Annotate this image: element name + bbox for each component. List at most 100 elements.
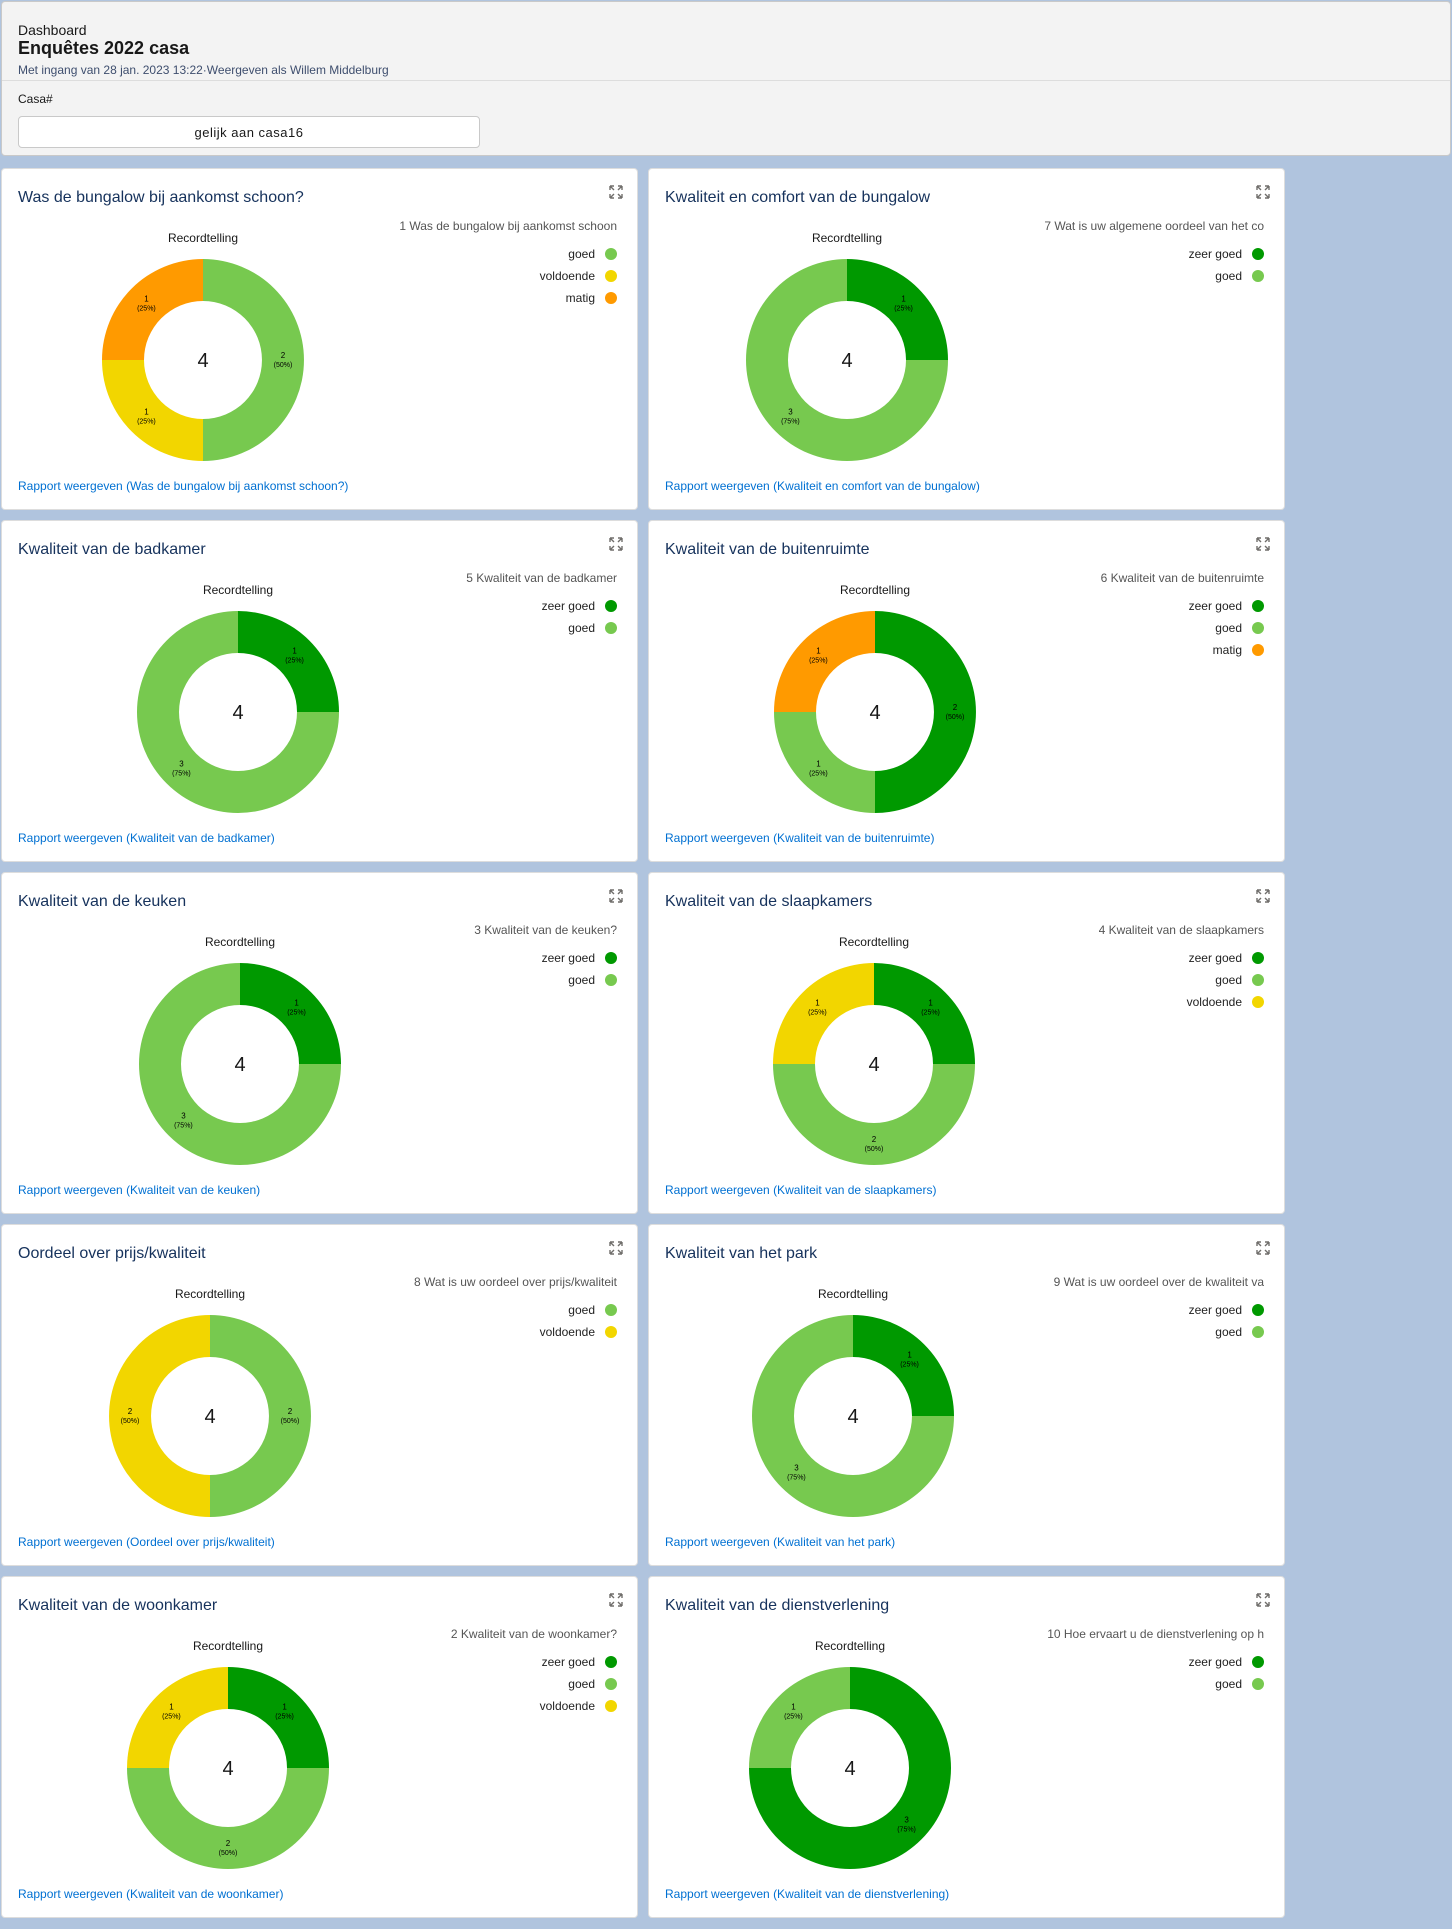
donut-chart: Recordtelling 1 (25%) 3 (75%) 4 bbox=[137, 583, 339, 813]
donut-slice[interactable] bbox=[238, 611, 339, 712]
legend-label: voldoende bbox=[539, 1325, 595, 1339]
slice-percent-label: (25%) bbox=[137, 305, 156, 312]
donut-chart: Recordtelling 1 (25%) 2 (50%) 1 (25%) 4 bbox=[127, 1639, 329, 1869]
report-link[interactable]: Rapport weergeven (Was de bungalow bij a… bbox=[18, 479, 349, 493]
expand-icon[interactable] bbox=[609, 1593, 623, 1607]
donut-slice[interactable] bbox=[203, 259, 304, 461]
legend-label: matig bbox=[1212, 643, 1242, 657]
report-link[interactable]: Rapport weergeven (Kwaliteit van de buit… bbox=[665, 831, 935, 845]
legend-item[interactable]: zeer goed bbox=[1189, 243, 1264, 265]
donut-slice[interactable] bbox=[752, 1315, 954, 1517]
donut-slice[interactable] bbox=[853, 1315, 954, 1416]
donut-slice[interactable] bbox=[874, 963, 975, 1064]
legend-title: 8 Wat is uw oordeel over prijs/kwaliteit bbox=[414, 1275, 617, 1289]
legend-item[interactable]: zeer goed bbox=[1189, 595, 1264, 617]
slice-percent-label: (50%) bbox=[274, 362, 293, 369]
donut-slice[interactable] bbox=[139, 963, 341, 1165]
expand-icon[interactable] bbox=[1256, 1241, 1270, 1255]
expand-icon[interactable] bbox=[609, 537, 623, 551]
donut-slice[interactable] bbox=[774, 611, 875, 712]
report-link[interactable]: Rapport weergeven (Kwaliteit van de keuk… bbox=[18, 1183, 261, 1197]
legend-item[interactable]: goed bbox=[1189, 1673, 1264, 1695]
report-link[interactable]: Rapport weergeven (Kwaliteit van de woon… bbox=[18, 1887, 284, 1901]
expand-icon[interactable] bbox=[1256, 185, 1270, 199]
donut-slice[interactable] bbox=[210, 1315, 311, 1517]
donut-slice[interactable] bbox=[240, 963, 341, 1064]
expand-icon[interactable] bbox=[609, 889, 623, 903]
donut-slice[interactable] bbox=[774, 712, 875, 813]
legend-item[interactable]: zeer goed bbox=[542, 947, 617, 969]
chart-label: Recordtelling bbox=[818, 1287, 888, 1301]
card-title: Kwaliteit van de woonkamer bbox=[18, 1597, 218, 1614]
report-link[interactable]: Rapport weergeven (Oordeel over prijs/kw… bbox=[18, 1535, 275, 1549]
legend-title: 10 Hoe ervaart u de dienstverlening op h bbox=[1047, 1627, 1264, 1641]
filter-button[interactable]: gelijk aan casa16 bbox=[18, 116, 480, 148]
donut-slice[interactable] bbox=[875, 611, 976, 813]
slice-percent-label: (25%) bbox=[285, 657, 304, 664]
legend-item[interactable]: zeer goed bbox=[540, 1651, 617, 1673]
report-link[interactable]: Rapport weergeven (Kwaliteit van de dien… bbox=[665, 1887, 950, 1901]
donut-slice[interactable] bbox=[102, 360, 203, 461]
legend-item[interactable]: zeer goed bbox=[1187, 947, 1264, 969]
slice-value-label: 2 bbox=[226, 1839, 231, 1848]
legend-item[interactable]: goed bbox=[540, 1673, 617, 1695]
donut-slice[interactable] bbox=[773, 963, 874, 1064]
donut-slice[interactable] bbox=[773, 1064, 975, 1165]
legend-dot bbox=[605, 1326, 617, 1338]
legend-item[interactable]: goed bbox=[1187, 969, 1264, 991]
legend-item[interactable]: matig bbox=[1189, 639, 1264, 661]
donut-slice[interactable] bbox=[137, 611, 339, 813]
donut-slice[interactable] bbox=[127, 1667, 228, 1768]
slice-value-label: 1 bbox=[816, 646, 821, 655]
legend-item[interactable]: goed bbox=[1189, 265, 1264, 287]
filter-label: Casa# bbox=[18, 92, 53, 106]
expand-icon[interactable] bbox=[609, 1241, 623, 1255]
legend-dot bbox=[1252, 952, 1264, 964]
legend-item[interactable]: voldoende bbox=[1187, 991, 1264, 1013]
report-link[interactable]: Rapport weergeven (Kwaliteit van het par… bbox=[665, 1535, 896, 1549]
expand-icon[interactable] bbox=[1256, 1593, 1270, 1607]
legend-dot bbox=[605, 1678, 617, 1690]
legend-label: goed bbox=[1215, 1677, 1242, 1691]
donut-slice[interactable] bbox=[847, 259, 948, 360]
legend-item[interactable]: voldoende bbox=[540, 1695, 617, 1717]
report-link[interactable]: Rapport weergeven (Kwaliteit van de slaa… bbox=[665, 1183, 937, 1197]
donut-total: 4 bbox=[847, 1406, 858, 1428]
donut-slice[interactable] bbox=[228, 1667, 329, 1768]
legend-dot bbox=[605, 952, 617, 964]
donut-slice[interactable] bbox=[127, 1768, 329, 1869]
donut-slice[interactable] bbox=[102, 259, 203, 360]
expand-icon[interactable] bbox=[1256, 889, 1270, 903]
legend-item[interactable]: goed bbox=[540, 243, 617, 265]
chart-legend: zeer goed goed bbox=[542, 595, 617, 639]
legend-item[interactable]: goed bbox=[542, 617, 617, 639]
donut-slice[interactable] bbox=[749, 1667, 850, 1768]
donut-slice[interactable] bbox=[749, 1667, 951, 1869]
slice-value-label: 3 bbox=[788, 408, 793, 417]
expand-icon[interactable] bbox=[1256, 537, 1270, 551]
report-link[interactable]: Rapport weergeven (Kwaliteit en comfort … bbox=[665, 479, 980, 493]
legend-item[interactable]: goed bbox=[540, 1299, 617, 1321]
legend-label: goed bbox=[1215, 269, 1242, 283]
chart-label: Recordtelling bbox=[812, 231, 882, 245]
legend-item[interactable]: zeer goed bbox=[1189, 1299, 1264, 1321]
card-title: Was de bungalow bij aankomst schoon? bbox=[18, 189, 304, 206]
legend-dot bbox=[1252, 1326, 1264, 1338]
slice-value-label: 1 bbox=[907, 1350, 912, 1359]
donut-slice[interactable] bbox=[746, 259, 948, 461]
legend-item[interactable]: goed bbox=[1189, 617, 1264, 639]
legend-item[interactable]: zeer goed bbox=[542, 595, 617, 617]
report-link[interactable]: Rapport weergeven (Kwaliteit van de badk… bbox=[18, 831, 275, 845]
legend-item[interactable]: matig bbox=[540, 287, 617, 309]
expand-icon[interactable] bbox=[609, 185, 623, 199]
donut-slice[interactable] bbox=[109, 1315, 210, 1517]
legend-item[interactable]: goed bbox=[1189, 1321, 1264, 1343]
legend-item[interactable]: goed bbox=[542, 969, 617, 991]
legend-item[interactable]: voldoende bbox=[540, 1321, 617, 1343]
legend-label: voldoende bbox=[539, 269, 595, 283]
chart-label: Recordtelling bbox=[815, 1639, 885, 1653]
donut-total: 4 bbox=[841, 350, 852, 372]
legend-item[interactable]: zeer goed bbox=[1189, 1651, 1264, 1673]
slice-value-label: 1 bbox=[815, 998, 820, 1007]
legend-item[interactable]: voldoende bbox=[540, 265, 617, 287]
